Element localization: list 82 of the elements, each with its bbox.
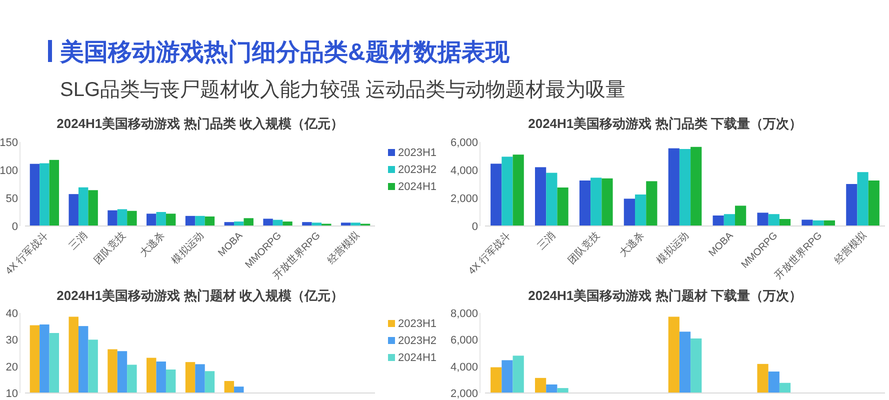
chart-title: 2024H1美国移动游戏 热门题材 下载量（万次） bbox=[528, 288, 802, 303]
bar bbox=[646, 181, 658, 226]
bar bbox=[263, 218, 273, 226]
x-tick-label: 模拟运动 bbox=[169, 230, 206, 266]
bar bbox=[40, 163, 50, 226]
y-tick-label: 6,000 bbox=[450, 137, 478, 149]
bar bbox=[768, 214, 780, 226]
y-tick-label: 20 bbox=[6, 361, 18, 374]
bar bbox=[88, 190, 98, 226]
legend-label: 2023H2 bbox=[398, 335, 437, 347]
bar bbox=[724, 214, 735, 226]
bar bbox=[244, 218, 254, 226]
bar bbox=[757, 212, 768, 226]
bar bbox=[108, 210, 118, 226]
bar bbox=[679, 149, 691, 226]
bar bbox=[78, 187, 88, 226]
bar bbox=[846, 184, 858, 226]
bar bbox=[117, 209, 128, 226]
bar bbox=[868, 180, 880, 226]
y-tick-label: 2,000 bbox=[450, 193, 478, 205]
bar bbox=[579, 180, 591, 226]
y-tick-label: 4,000 bbox=[450, 361, 478, 374]
bar bbox=[127, 210, 137, 226]
text: 美国移动游戏热门细分品类&题材数据表现 bbox=[59, 38, 510, 66]
bar bbox=[195, 216, 205, 226]
x-tick-label: 经营模拟 bbox=[832, 228, 870, 266]
chart-title: 2024H1美国移动游戏 热门品类 收入规模（亿元） bbox=[56, 116, 344, 131]
chart-title: 2024H1美国移动游戏 热门题材 收入规模（亿元） bbox=[56, 288, 344, 303]
bar bbox=[502, 156, 513, 226]
bar bbox=[302, 222, 312, 226]
bar bbox=[602, 178, 613, 226]
bar bbox=[779, 219, 791, 226]
y-tick-label: 10 bbox=[6, 388, 18, 400]
y-tick-label: 50 bbox=[6, 193, 18, 205]
bar bbox=[350, 222, 360, 226]
x-tick-label: 模拟运动 bbox=[654, 230, 692, 266]
bar bbox=[30, 164, 40, 226]
y-tick-label: 150 bbox=[0, 137, 18, 149]
bar bbox=[857, 172, 868, 226]
bar bbox=[185, 216, 196, 226]
x-tick-label: 大逃杀 bbox=[138, 230, 168, 260]
legend-label: 2023H1 bbox=[398, 318, 437, 330]
legend-label: 2023H1 bbox=[398, 147, 437, 159]
bar bbox=[204, 216, 215, 226]
bar bbox=[802, 220, 813, 226]
bar bbox=[624, 198, 635, 226]
bar bbox=[490, 164, 502, 226]
y-tick-label: 40 bbox=[6, 308, 18, 320]
bar bbox=[282, 222, 292, 226]
bar bbox=[668, 148, 680, 226]
x-tick-label: 三消 bbox=[535, 230, 558, 252]
bar bbox=[635, 194, 646, 226]
bar bbox=[557, 188, 568, 226]
bar bbox=[234, 222, 244, 226]
y-tick-label: 4,000 bbox=[450, 165, 478, 177]
bar bbox=[690, 146, 702, 226]
y-tick-label: 6,000 bbox=[450, 334, 478, 347]
bar bbox=[49, 160, 60, 226]
y-tick-label: 8,000 bbox=[450, 308, 478, 320]
bar bbox=[546, 172, 558, 226]
y-tick-label: 100 bbox=[0, 165, 18, 177]
bar bbox=[712, 216, 724, 226]
bar bbox=[590, 178, 602, 226]
bar bbox=[156, 212, 166, 226]
bar bbox=[512, 154, 524, 226]
bar bbox=[535, 167, 546, 226]
legend-label: 2024H1 bbox=[398, 181, 437, 193]
x-tick-label: 团队竞技 bbox=[565, 230, 602, 266]
bar bbox=[166, 214, 176, 226]
legend-label: 2023H2 bbox=[398, 164, 437, 176]
legend-label: 2024H1 bbox=[398, 352, 437, 364]
text: SLG品类与丧尸题材收入能力较强 运动品类与动物题材最为吸量 bbox=[60, 79, 626, 101]
x-tick-label: 三消 bbox=[66, 230, 90, 252]
x-tick-label: 团队竞技 bbox=[92, 230, 128, 266]
chart-title: 2024H1美国移动游戏 热门品类 下载量（万次） bbox=[528, 116, 802, 131]
x-tick-label: 经营模拟 bbox=[324, 228, 362, 266]
x-tick-label: 大逃杀 bbox=[616, 230, 647, 260]
bar bbox=[735, 206, 746, 226]
y-tick-label: 30 bbox=[6, 334, 18, 347]
bar bbox=[146, 214, 156, 226]
y-tick-label: 2,000 bbox=[450, 388, 478, 400]
bar bbox=[68, 194, 78, 226]
